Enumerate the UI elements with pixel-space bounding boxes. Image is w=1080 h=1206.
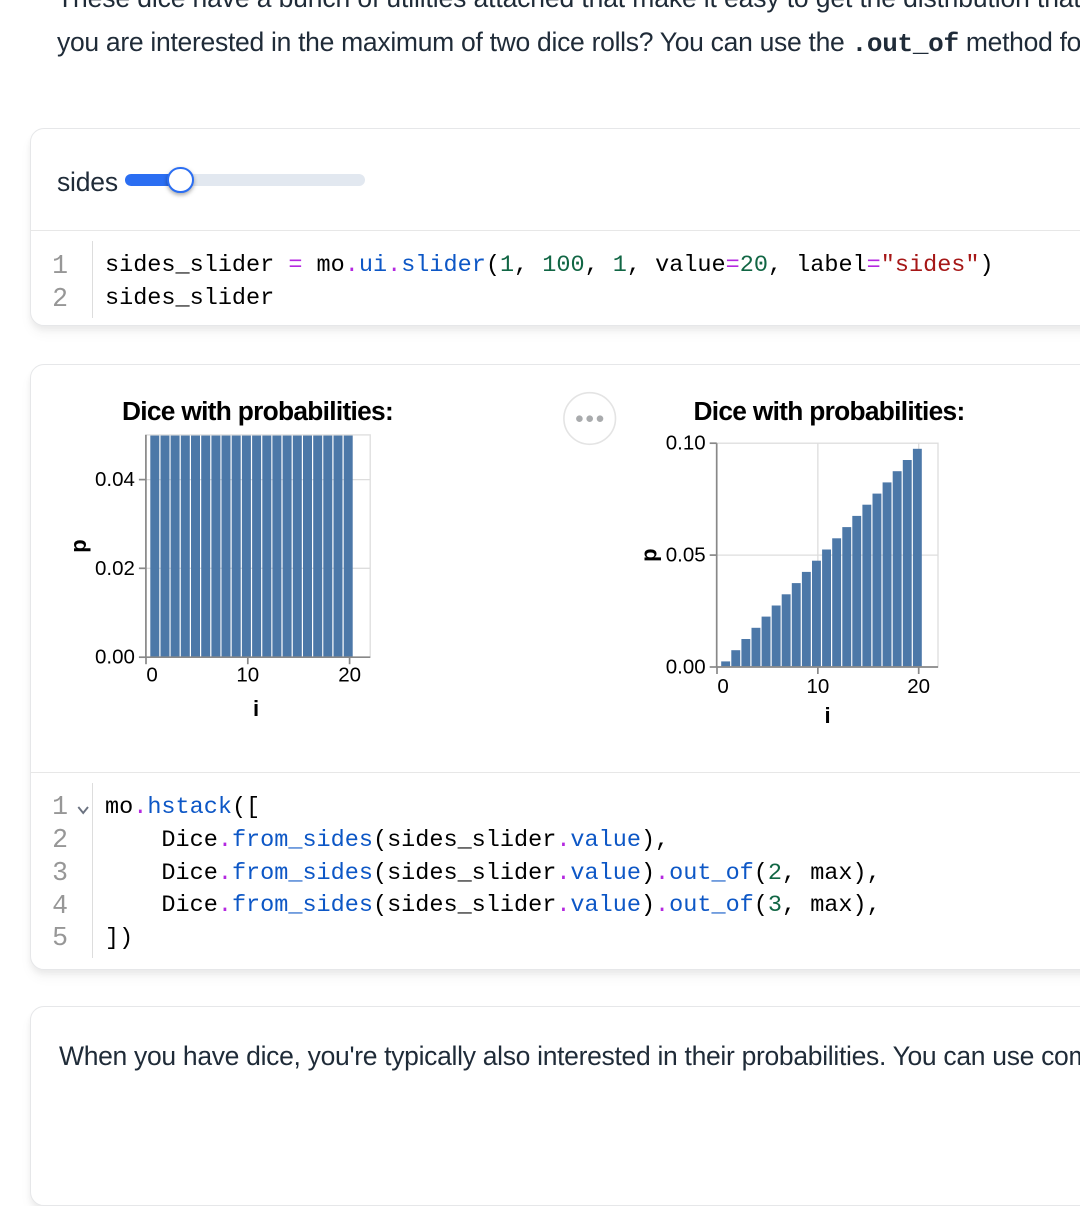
svg-text:i: i (824, 703, 830, 728)
svg-text:0.00: 0.00 (95, 646, 135, 669)
svg-text:10: 10 (236, 664, 259, 687)
svg-text:20: 20 (907, 675, 930, 698)
svg-text:10: 10 (806, 675, 829, 698)
svg-text:i: i (253, 696, 259, 721)
svg-text:0: 0 (717, 675, 728, 698)
svg-text:0.10: 0.10 (666, 432, 706, 455)
svg-text:0.00: 0.00 (666, 656, 706, 679)
svg-text:0.05: 0.05 (666, 544, 706, 567)
svg-text:0: 0 (146, 664, 157, 687)
svg-text:p: p (637, 548, 662, 561)
svg-text:0.04: 0.04 (95, 468, 135, 491)
svg-text:20: 20 (338, 664, 361, 687)
svg-text:Dice with probabilities:: Dice with probabilities: (122, 396, 393, 426)
svg-text:p: p (66, 539, 91, 552)
svg-text:Dice with probabilities:: Dice with probabilities: (693, 396, 964, 426)
svg-text:0.02: 0.02 (95, 557, 135, 580)
